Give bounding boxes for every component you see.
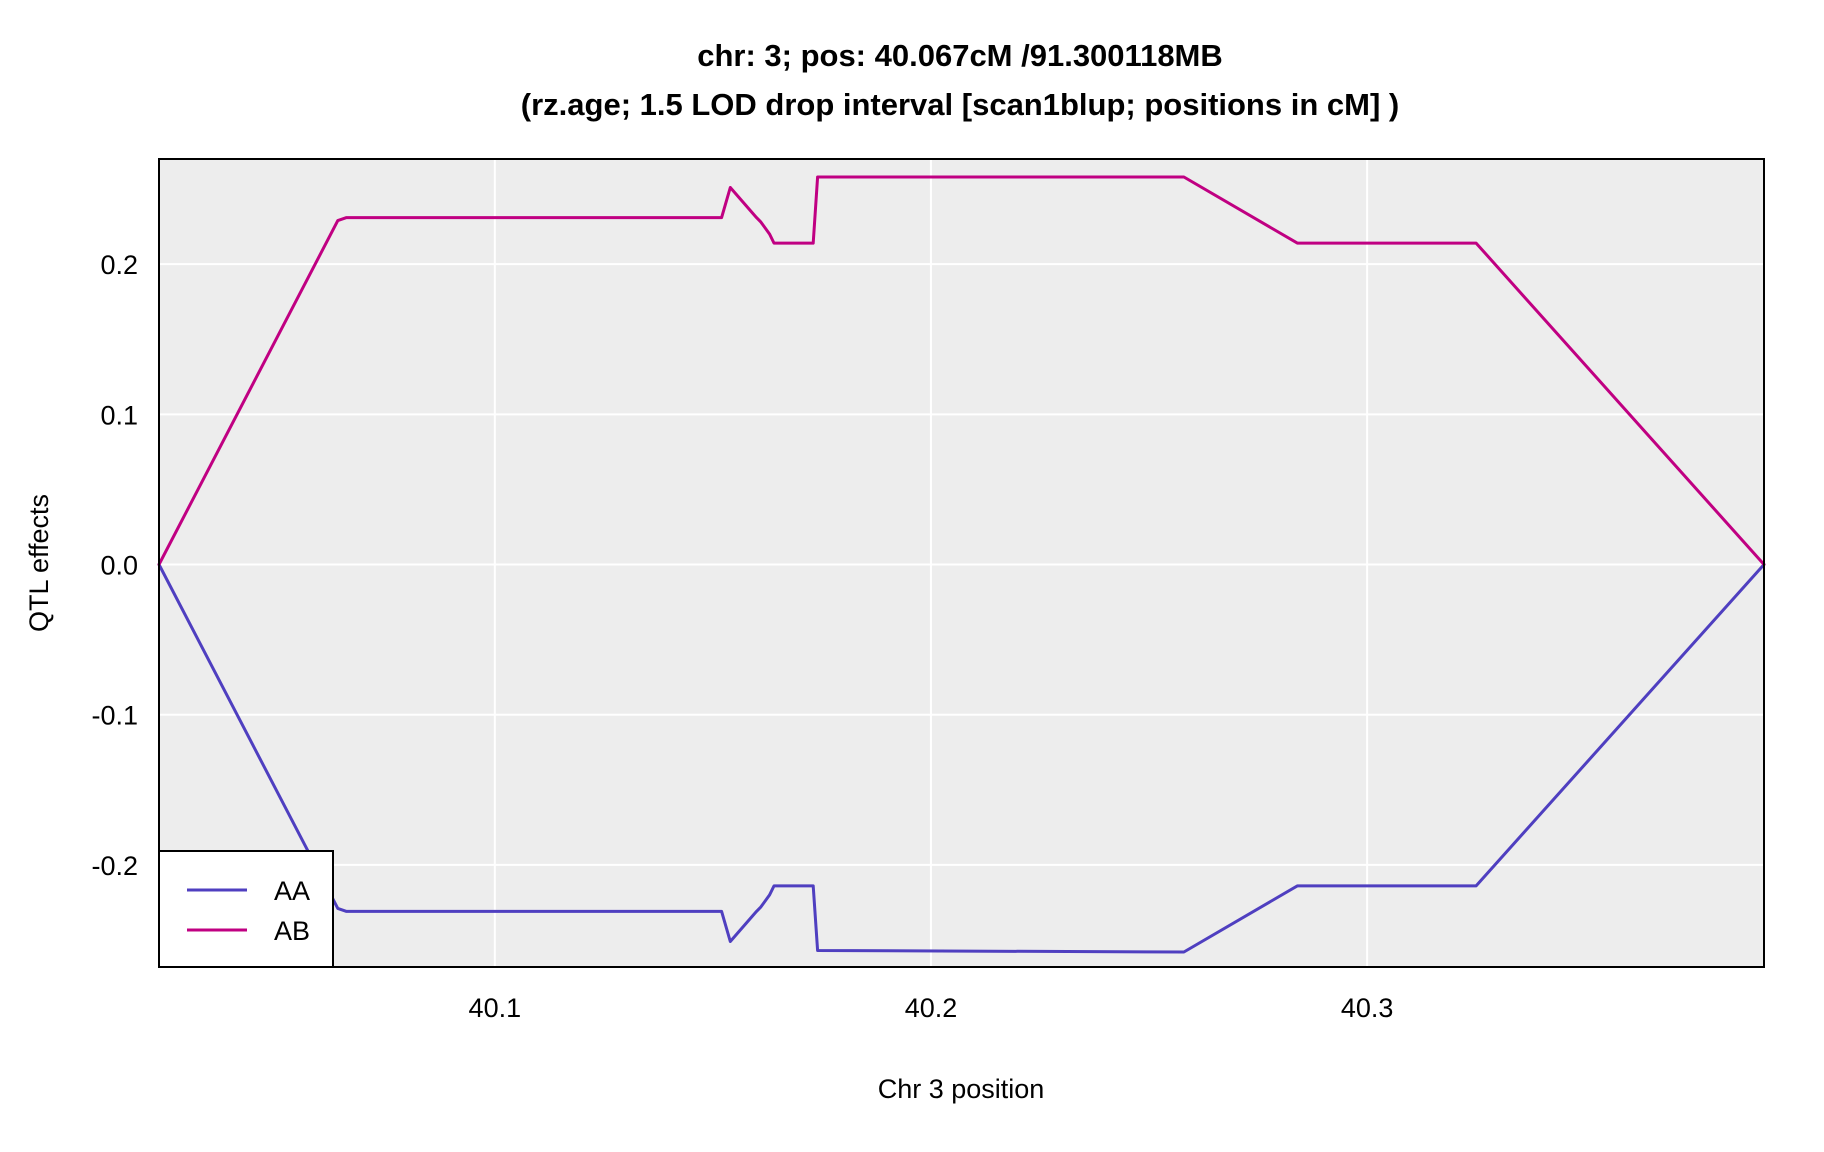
chart-subtitle: (rz.age; 1.5 LOD drop interval [scan1blu…: [521, 87, 1399, 122]
x-tick-label: 40.2: [905, 993, 958, 1023]
y-tick-label: 0.1: [100, 400, 138, 430]
legend-label-aa: AA: [274, 876, 310, 906]
y-axis-ticks: -0.2 -0.1 0.0 0.1 0.2: [91, 250, 138, 881]
y-axis-label: QTL effects: [24, 494, 54, 632]
legend: AA AB: [158, 850, 334, 968]
y-tick-label: 0.0: [100, 551, 138, 581]
y-tick-label: -0.2: [91, 851, 138, 881]
legend-box: [158, 850, 334, 968]
x-axis-ticks: 40.1 40.2 40.3: [469, 993, 1394, 1023]
series-line-ab: [157, 175, 1766, 566]
series-line-aa: [157, 563, 1766, 954]
grid-lines: [159, 159, 1764, 967]
plot-frame: [158, 158, 1765, 968]
series-layer: [157, 175, 1766, 954]
legend-label-ab: AB: [274, 916, 310, 946]
x-axis-label: Chr 3 position: [878, 1074, 1045, 1104]
plot-area: [159, 159, 1764, 967]
x-tick-label: 40.3: [1341, 993, 1394, 1023]
y-tick-label: -0.1: [91, 701, 138, 731]
x-tick-label: 40.1: [469, 993, 522, 1023]
y-tick-label: 0.2: [100, 250, 138, 280]
chart-title: chr: 3; pos: 40.067cM /91.300118MB: [697, 38, 1223, 73]
